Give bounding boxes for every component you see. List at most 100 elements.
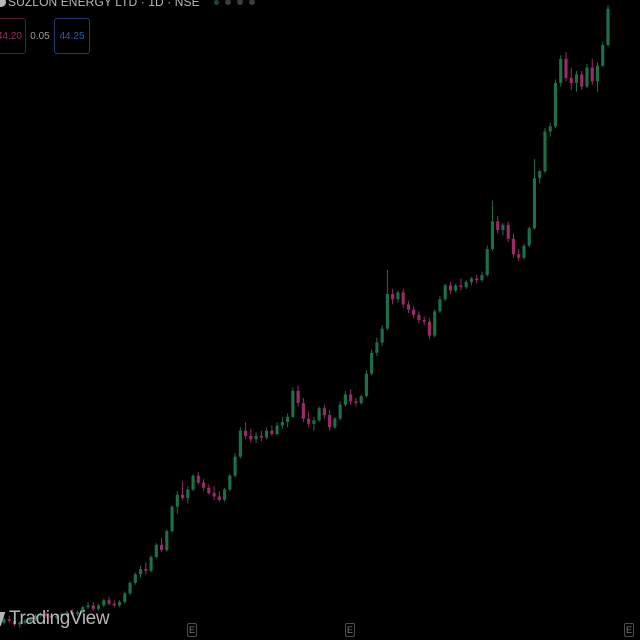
candle[interactable] bbox=[595, 62, 600, 92]
candle[interactable] bbox=[480, 271, 484, 282]
candle[interactable] bbox=[559, 55, 563, 87]
candle[interactable] bbox=[438, 295, 442, 314]
candle[interactable] bbox=[396, 290, 400, 303]
candle[interactable] bbox=[349, 389, 353, 405]
candle[interactable] bbox=[580, 70, 584, 90]
candle[interactable] bbox=[548, 122, 552, 137]
candle[interactable] bbox=[65, 610, 69, 616]
candle[interactable] bbox=[454, 283, 458, 293]
candle[interactable] bbox=[574, 70, 579, 92]
candle[interactable] bbox=[312, 416, 316, 431]
candle[interactable] bbox=[569, 67, 573, 90]
candle[interactable] bbox=[275, 422, 279, 436]
candle[interactable] bbox=[159, 537, 164, 552]
candle[interactable] bbox=[228, 473, 232, 492]
sell-button[interactable]: 44.20 bbox=[0, 18, 26, 54]
candle[interactable] bbox=[475, 275, 479, 284]
tradingview-logo[interactable]: TradingView bbox=[0, 608, 110, 630]
candle[interactable] bbox=[91, 601, 95, 611]
candle[interactable] bbox=[149, 555, 153, 573]
candle[interactable] bbox=[490, 200, 495, 251]
candle[interactable] bbox=[317, 406, 321, 423]
earnings-event-marker[interactable]: E bbox=[187, 623, 197, 637]
candle[interactable] bbox=[443, 283, 447, 301]
earnings-event-marker[interactable]: E bbox=[345, 623, 355, 637]
candle[interactable] bbox=[49, 614, 53, 620]
candle[interactable] bbox=[433, 309, 437, 338]
candle[interactable] bbox=[333, 416, 337, 429]
candle[interactable] bbox=[249, 428, 253, 443]
candle[interactable] bbox=[322, 404, 326, 419]
candle[interactable] bbox=[75, 610, 80, 616]
symbol-title[interactable]: SUZLON ENERGY LTD · 1D · NSE bbox=[8, 0, 200, 9]
candle[interactable] bbox=[191, 473, 195, 492]
candle[interactable] bbox=[154, 543, 158, 559]
candle[interactable] bbox=[328, 409, 332, 431]
candle[interactable] bbox=[496, 216, 500, 234]
candle[interactable] bbox=[212, 486, 216, 500]
candle[interactable] bbox=[485, 245, 489, 277]
candle[interactable] bbox=[364, 370, 368, 398]
candle[interactable] bbox=[96, 603, 101, 611]
candle[interactable] bbox=[170, 505, 174, 533]
candle[interactable] bbox=[307, 411, 311, 428]
candle[interactable] bbox=[527, 226, 531, 248]
candle[interactable] bbox=[585, 64, 589, 89]
candle[interactable] bbox=[259, 430, 263, 442]
candle[interactable] bbox=[401, 288, 405, 308]
candle[interactable] bbox=[44, 612, 48, 618]
candle[interactable] bbox=[180, 480, 185, 500]
candle[interactable] bbox=[291, 387, 295, 419]
candle[interactable] bbox=[606, 5, 610, 47]
candle[interactable] bbox=[60, 612, 64, 618]
candle[interactable] bbox=[422, 316, 426, 326]
candle[interactable] bbox=[123, 591, 127, 604]
candle[interactable] bbox=[448, 281, 453, 295]
candle[interactable] bbox=[406, 300, 410, 314]
candle[interactable] bbox=[501, 223, 505, 236]
candle[interactable] bbox=[359, 394, 363, 405]
buy-button[interactable]: 44.25 bbox=[54, 18, 90, 54]
candle[interactable] bbox=[511, 233, 516, 258]
candle[interactable] bbox=[469, 276, 474, 286]
candle[interactable] bbox=[532, 159, 537, 231]
candle[interactable] bbox=[254, 432, 258, 443]
candle[interactable] bbox=[102, 598, 106, 608]
candle[interactable] bbox=[553, 79, 558, 128]
candle[interactable] bbox=[175, 491, 179, 514]
candle[interactable] bbox=[28, 617, 32, 623]
candle[interactable] bbox=[196, 472, 200, 485]
candle[interactable] bbox=[286, 413, 290, 428]
candle[interactable] bbox=[464, 280, 468, 289]
candle[interactable] bbox=[186, 486, 190, 504]
candle[interactable] bbox=[81, 605, 85, 615]
candle[interactable] bbox=[370, 349, 374, 376]
candle[interactable] bbox=[133, 572, 137, 585]
candle[interactable] bbox=[33, 614, 38, 621]
candle[interactable] bbox=[112, 600, 116, 608]
candle[interactable] bbox=[412, 306, 416, 319]
candle[interactable] bbox=[265, 427, 269, 440]
candle[interactable] bbox=[296, 385, 300, 407]
candle[interactable] bbox=[138, 565, 143, 578]
candle[interactable] bbox=[70, 608, 74, 616]
candle[interactable] bbox=[601, 41, 605, 68]
candle[interactable] bbox=[270, 425, 274, 436]
candle[interactable] bbox=[54, 614, 59, 620]
candle[interactable] bbox=[244, 422, 248, 440]
candle[interactable] bbox=[12, 619, 17, 627]
candle[interactable] bbox=[538, 169, 542, 184]
candle[interactable] bbox=[128, 581, 132, 596]
candle[interactable] bbox=[144, 562, 148, 575]
candle[interactable] bbox=[23, 619, 27, 625]
candle[interactable] bbox=[202, 479, 206, 492]
candle[interactable] bbox=[338, 401, 342, 421]
candle[interactable] bbox=[506, 221, 510, 243]
candle[interactable] bbox=[233, 453, 237, 478]
candle[interactable] bbox=[39, 612, 43, 618]
candle[interactable] bbox=[354, 397, 358, 407]
candle[interactable] bbox=[375, 337, 379, 357]
candle[interactable] bbox=[238, 427, 242, 459]
candle[interactable] bbox=[522, 243, 526, 260]
